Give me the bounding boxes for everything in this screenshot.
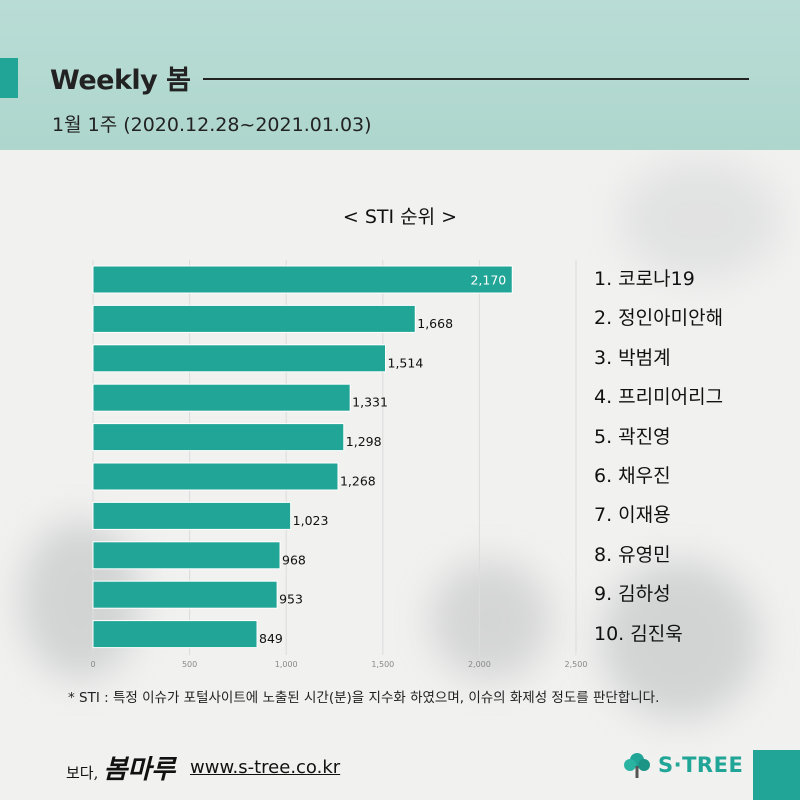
bar — [92, 423, 345, 452]
bar — [92, 541, 281, 570]
brand-logo: 보다, 봄마루 — [66, 749, 175, 786]
brand-name: 봄마루 — [103, 755, 176, 785]
bar — [92, 304, 416, 333]
x-tick-label: 1,000 — [275, 660, 298, 669]
ranking-item: 4. 프리미어리그 — [594, 386, 724, 409]
stree-logo: S·TREE — [622, 750, 743, 780]
website-link[interactable]: www.s-tree.co.kr — [190, 757, 341, 778]
chart-title: < STI 순위 > — [342, 206, 458, 228]
ranking-item: 9. 김하성 — [594, 583, 671, 606]
data-label: 1,514 — [388, 355, 424, 370]
data-label: 1,023 — [293, 513, 329, 528]
x-tick-label: 0 — [90, 660, 95, 669]
page-title: Weekly 봄 — [50, 65, 191, 96]
brand-prefix: 보다, — [66, 764, 99, 782]
data-label: 2,170 — [470, 273, 506, 288]
bar — [92, 265, 513, 294]
corner-accent — [753, 750, 800, 800]
ranking-item: 10. 김진욱 — [594, 622, 683, 645]
header-divider — [203, 78, 749, 80]
ranking-item: 5. 곽진영 — [594, 425, 671, 448]
data-label: 953 — [279, 592, 303, 607]
x-tick-label: 2,000 — [468, 660, 491, 669]
ranking-item: 2. 정인아미안해 — [594, 307, 724, 330]
ranking-list: 1. 코로나19 2. 정인아미안해 3. 박범계 4. 프리미어리그 5. 곽… — [594, 264, 723, 658]
logo-text: S·TREE — [658, 753, 744, 777]
ranking-item: 3. 박범계 — [594, 346, 671, 369]
bar — [92, 383, 351, 412]
background-blur — [430, 560, 550, 680]
footnote: * STI : 특정 이슈가 포털사이트에 노출된 시간(분)을 지수화 하였으… — [68, 690, 660, 706]
page-subtitle: 1월 1주 (2020.12.28~2021.01.03) — [52, 114, 372, 136]
data-label: 1,268 — [340, 474, 376, 489]
bar — [92, 620, 258, 649]
tree-icon — [624, 753, 650, 778]
data-label: 968 — [282, 552, 306, 567]
bar — [92, 580, 278, 609]
data-label: 1,668 — [417, 316, 453, 331]
data-label: 1,331 — [352, 395, 388, 410]
x-tick-label: 2,500 — [565, 660, 588, 669]
bar — [92, 462, 339, 491]
bar — [92, 501, 292, 530]
ranking-item: 6. 채우진 — [594, 464, 671, 487]
header-band: Weekly 봄 1월 1주 (2020.12.28~2021.01.03) — [0, 0, 800, 150]
bar — [92, 344, 387, 373]
ranking-item: 8. 유영민 — [594, 543, 671, 566]
background-blur — [600, 560, 760, 720]
background-blur — [620, 160, 780, 280]
x-tick-label: 1,500 — [371, 660, 394, 669]
data-label: 1,298 — [346, 434, 382, 449]
data-label: 849 — [259, 631, 283, 646]
ranking-item: 1. 코로나19 — [594, 268, 695, 290]
header-accent-bar — [0, 58, 18, 98]
ranking-item: 7. 이재용 — [594, 504, 671, 527]
x-tick-label: 500 — [182, 660, 197, 669]
